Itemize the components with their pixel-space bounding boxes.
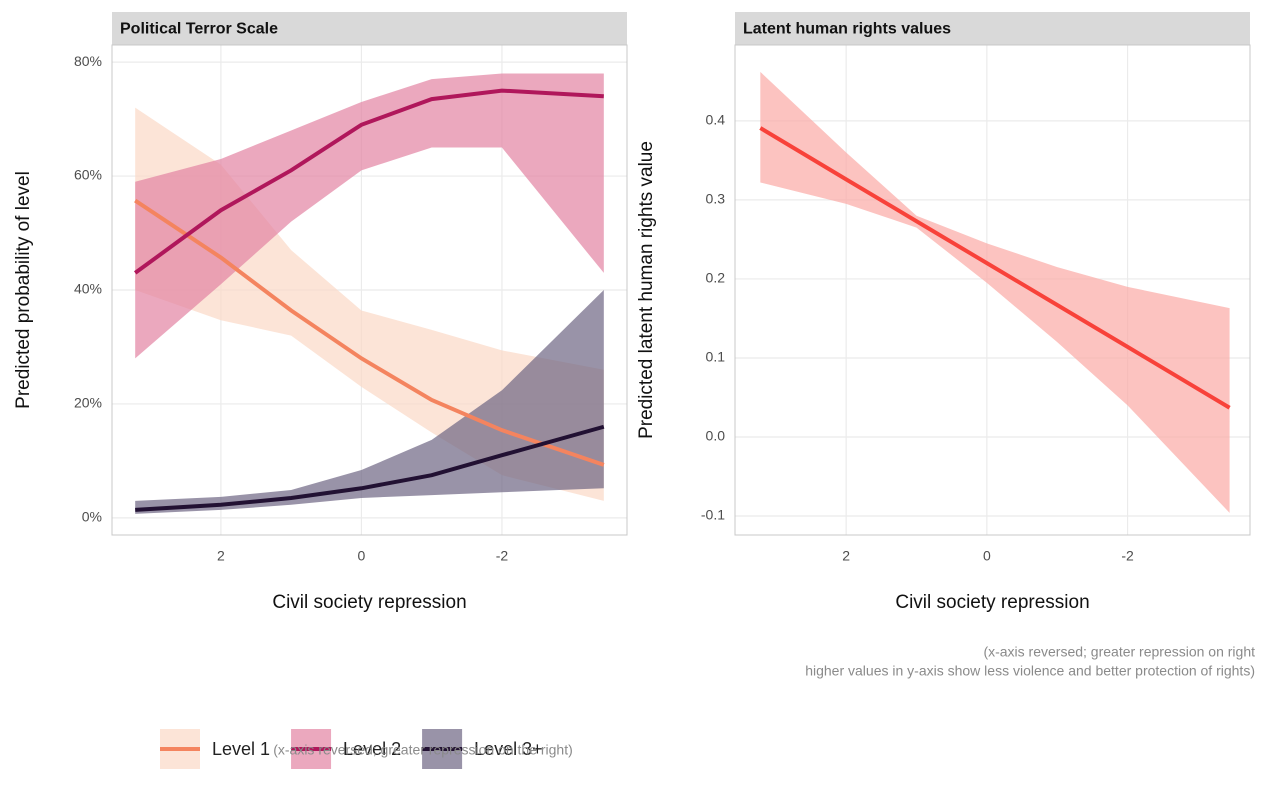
line — [759, 126, 1231, 410]
x-tick-label: -2 — [1121, 548, 1134, 564]
y-tick-label: 40% — [74, 281, 102, 297]
y-axis-title: Predicted probability of level — [13, 171, 34, 409]
strip — [112, 12, 627, 45]
x-axis-title: Civil society repression — [895, 592, 1089, 613]
plot-border — [734, 44, 1251, 536]
y-tick-label: 20% — [74, 395, 102, 411]
y-tick-label: 0.0 — [706, 428, 726, 444]
x-tick-label: 0 — [358, 548, 366, 564]
line — [135, 424, 605, 512]
caption: higher values in y-axis show less violen… — [805, 663, 1255, 679]
panel-title: Political Terror Scale — [120, 21, 278, 38]
line — [134, 88, 604, 275]
legend-label: Level 3+ — [474, 739, 543, 759]
x-tick-label: -2 — [496, 548, 509, 564]
legend-label: Level 1 — [212, 739, 270, 759]
plot-border — [111, 44, 628, 536]
y-tick-label: 0.4 — [706, 112, 726, 128]
y-tick-label: 0% — [82, 509, 102, 525]
x-tick-label: 2 — [217, 548, 225, 564]
x-tick-label: 2 — [842, 548, 850, 564]
x-axis-title: Civil society repression — [272, 592, 466, 613]
confidence-band — [760, 71, 1230, 513]
panel-title: Latent human rights values — [743, 21, 951, 38]
x-tick-label: 0 — [983, 548, 991, 564]
caption: (x-axis reversed; greater repression on … — [273, 742, 573, 758]
y-tick-label: -0.1 — [701, 507, 725, 523]
y-tick-label: 0.3 — [706, 191, 726, 207]
strip — [735, 12, 1250, 45]
caption: (x-axis reversed; greater repression on … — [983, 644, 1255, 660]
legend-label: Level 2 — [343, 739, 401, 759]
y-tick-label: 60% — [74, 167, 102, 183]
y-axis-title: Predicted latent human rights value — [636, 141, 657, 439]
y-tick-label: 0.2 — [706, 270, 726, 286]
y-tick-label: 80% — [74, 53, 102, 69]
line — [134, 198, 605, 467]
confidence-band — [135, 73, 604, 359]
y-tick-label: 0.1 — [706, 349, 726, 365]
plot-area — [735, 45, 1250, 535]
